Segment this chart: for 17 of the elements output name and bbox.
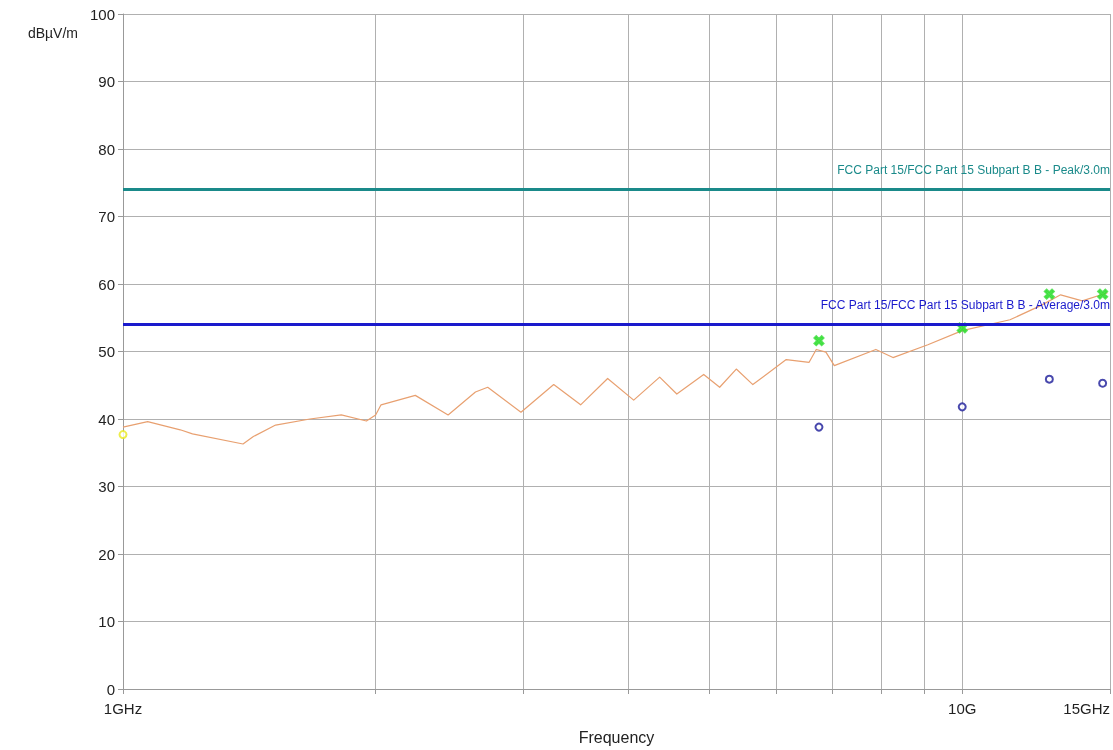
y-tick-label: 100 xyxy=(89,5,115,23)
y-tick-label: 0 xyxy=(106,680,115,698)
y-tick-label: 70 xyxy=(98,208,115,225)
y-axis-title: dBµV/m xyxy=(27,25,78,41)
y-tick-label: 20 xyxy=(98,545,115,563)
y-tick-label: 90 xyxy=(98,73,115,90)
y-tick-label: 30 xyxy=(98,478,115,495)
x-tick-label: 15GHz xyxy=(1063,700,1110,717)
y-tick-label: 50 xyxy=(98,343,115,360)
x-tick-label: 1GHz xyxy=(103,700,143,717)
y-tick-label: 80 xyxy=(98,140,115,158)
y-tick-label: 10 xyxy=(98,613,115,630)
ref-line-label: FCC Part 15/FCC Part 15 Subpart B B - Peak/3.0m xyxy=(837,162,1110,177)
x-axis-title: Frequency xyxy=(578,728,655,746)
y-tick-label: 40 xyxy=(98,410,115,428)
x-tick-label: 10G xyxy=(948,700,977,717)
y-tick-label: 60 xyxy=(98,275,115,293)
